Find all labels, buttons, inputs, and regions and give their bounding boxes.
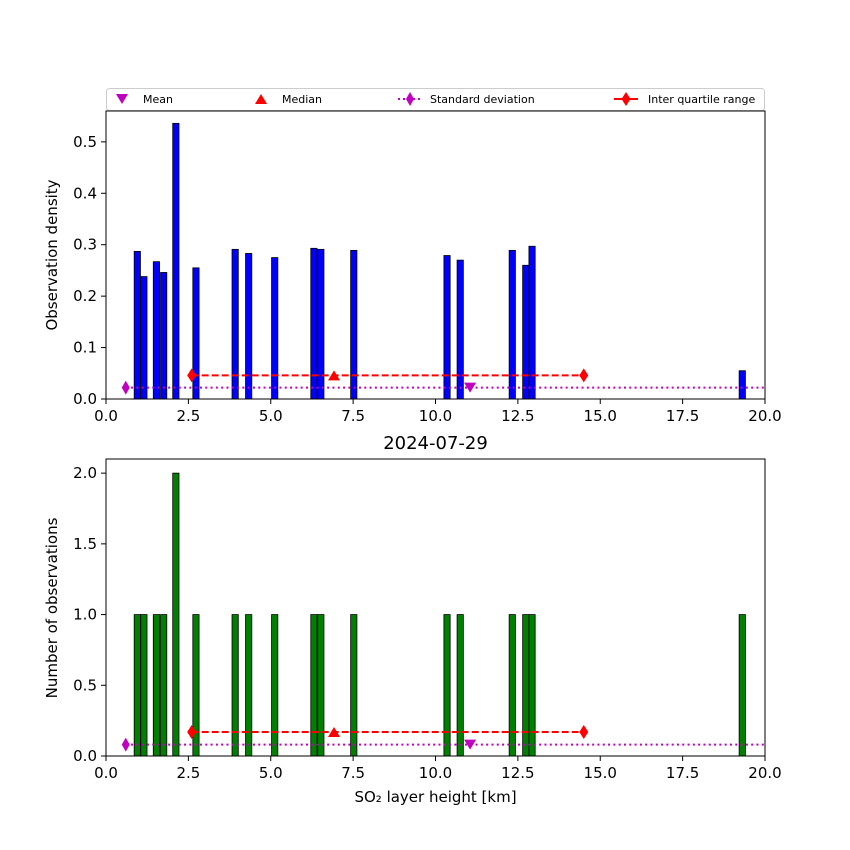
density-y-ticks: 0.0 0.1 0.2 0.3 0.4 0.5 <box>73 133 106 408</box>
density-x-tick-label-0: 0.0 <box>94 407 118 425</box>
count-bar-1 <box>140 614 148 757</box>
count-std-marker <box>121 737 130 752</box>
density-x-tick-label-7: 17.5 <box>666 407 699 425</box>
std-legend-marker <box>406 92 414 106</box>
count-x-tick-label-2: 5.0 <box>259 764 283 782</box>
count-bars <box>133 472 746 757</box>
count-panel-title: 2024-07-29 <box>383 433 488 454</box>
density-x-tick-label-4: 10.0 <box>419 407 452 425</box>
count-bar-8 <box>271 614 279 757</box>
count-y-tick-label-4: 2.0 <box>73 464 97 482</box>
density-y-tick-label-1: 0.1 <box>73 339 97 357</box>
density-median-marker <box>328 370 341 381</box>
density-panel: 0.0 2.5 5.0 7.5 10.0 12.5 15.0 17.5 20.0 0.00.10… <box>43 110 782 425</box>
count-x-tick-label-8: 20.0 <box>748 764 781 782</box>
density-x-tick-label-3: 7.5 <box>341 407 365 425</box>
count-axes-frame <box>105 458 766 757</box>
count-bar-16 <box>528 614 536 757</box>
count-iqr-marker-start <box>187 724 197 739</box>
density-mean-marker <box>464 382 477 393</box>
legend: Mean Median Standard deviation Inter qua… <box>106 88 765 111</box>
density-bar-17 <box>738 370 746 400</box>
count-bar-0 <box>133 614 141 757</box>
count-x-tick-label-4: 10.0 <box>419 764 452 782</box>
density-y-axis-label: Observation density <box>43 179 61 330</box>
density-x-tick-label-1: 2.5 <box>176 407 200 425</box>
density-axes-frame <box>105 110 766 400</box>
density-bar-3 <box>160 272 168 400</box>
density-bar-2 <box>152 261 160 400</box>
count-bar-7 <box>245 614 253 757</box>
count-y-ticks: 0.0 0.5 1.0 1.5 2.0 <box>73 464 106 765</box>
density-x-tick-label-2: 5.0 <box>259 407 283 425</box>
iqr-legend-label: Inter quartile range <box>648 93 755 106</box>
density-y-tick-label-5: 0.5 <box>73 133 97 151</box>
density-x-tick-label-6: 15.0 <box>584 407 617 425</box>
count-bar-17 <box>738 614 746 757</box>
count-bar-14 <box>508 614 516 757</box>
density-bar-10 <box>317 248 325 400</box>
count-bar-4 <box>172 472 180 757</box>
density-bar-13 <box>456 259 464 400</box>
density-bar-8 <box>271 257 279 400</box>
density-iqr-marker-end <box>579 368 589 383</box>
density-bar-11 <box>350 249 358 400</box>
count-bar-12 <box>443 614 451 757</box>
density-y-tick-label-4: 0.4 <box>73 184 97 202</box>
count-bar-11 <box>350 614 358 757</box>
density-bar-14 <box>508 249 516 400</box>
count-mean-marker <box>464 739 477 750</box>
density-bar-5 <box>192 267 200 400</box>
count-x-tick-label-7: 17.5 <box>666 764 699 782</box>
count-x-tick-label-0: 0.0 <box>94 764 118 782</box>
density-bar-6 <box>231 248 239 400</box>
density-bar-7 <box>245 253 253 400</box>
density-bar-4 <box>172 122 180 400</box>
count-bar-2 <box>152 614 160 757</box>
density-stats <box>121 368 765 395</box>
median-legend-label: Median <box>282 93 322 106</box>
density-bar-15 <box>522 264 530 400</box>
count-y-tick-label-2: 1.0 <box>73 606 97 624</box>
density-x-tick-label-5: 12.5 <box>501 407 534 425</box>
count-x-ticks: 0.0 2.5 5.0 7.5 10.0 12.5 15.0 17.5 20.0 <box>94 756 782 782</box>
density-std-marker <box>121 380 130 395</box>
density-y-tick-label-3: 0.3 <box>73 236 97 254</box>
count-bar-6 <box>231 614 239 757</box>
mean-legend-label: Mean <box>143 93 173 106</box>
count-bar-3 <box>160 614 168 757</box>
density-bars <box>133 122 746 400</box>
count-y-tick-label-0: 0.0 <box>73 747 97 765</box>
density-bar-9 <box>310 247 318 400</box>
density-y-tick-label-0: 0.0 <box>73 390 97 408</box>
count-median-marker <box>328 726 341 737</box>
count-bar-10 <box>317 614 325 757</box>
count-bar-13 <box>456 614 464 757</box>
mean-legend-marker <box>116 94 128 104</box>
density-iqr-marker-start <box>187 368 197 383</box>
density-x-ticks: 0.0 2.5 5.0 7.5 10.0 12.5 15.0 17.5 20.0 <box>94 399 782 425</box>
count-iqr-marker-end <box>579 724 589 739</box>
count-y-tick-label-1: 0.5 <box>73 676 97 694</box>
iqr-legend-marker <box>621 92 631 106</box>
density-bar-0 <box>133 250 141 400</box>
density-bar-12 <box>443 255 451 400</box>
density-x-tick-label-8: 20.0 <box>748 407 781 425</box>
count-x-tick-label-5: 12.5 <box>501 764 534 782</box>
count-panel: 2024-07-29 0.0 2.5 5.0 7.5 10.0 12.5 15.0 17.5 2… <box>43 433 782 806</box>
count-stats <box>121 724 765 752</box>
count-y-axis-label: Number of observations <box>43 517 61 698</box>
median-legend-marker <box>255 94 267 104</box>
count-x-tick-label-6: 15.0 <box>584 764 617 782</box>
std-legend-label: Standard deviation <box>430 93 535 106</box>
count-y-tick-label-3: 1.5 <box>73 535 97 553</box>
density-y-tick-label-2: 0.2 <box>73 287 97 305</box>
count-x-axis-label: SO₂ layer height [km] <box>354 788 516 806</box>
count-bar-15 <box>522 614 530 757</box>
count-x-tick-label-3: 7.5 <box>341 764 365 782</box>
count-x-tick-label-1: 2.5 <box>176 764 200 782</box>
density-bar-1 <box>140 276 148 400</box>
count-bar-9 <box>310 614 318 757</box>
